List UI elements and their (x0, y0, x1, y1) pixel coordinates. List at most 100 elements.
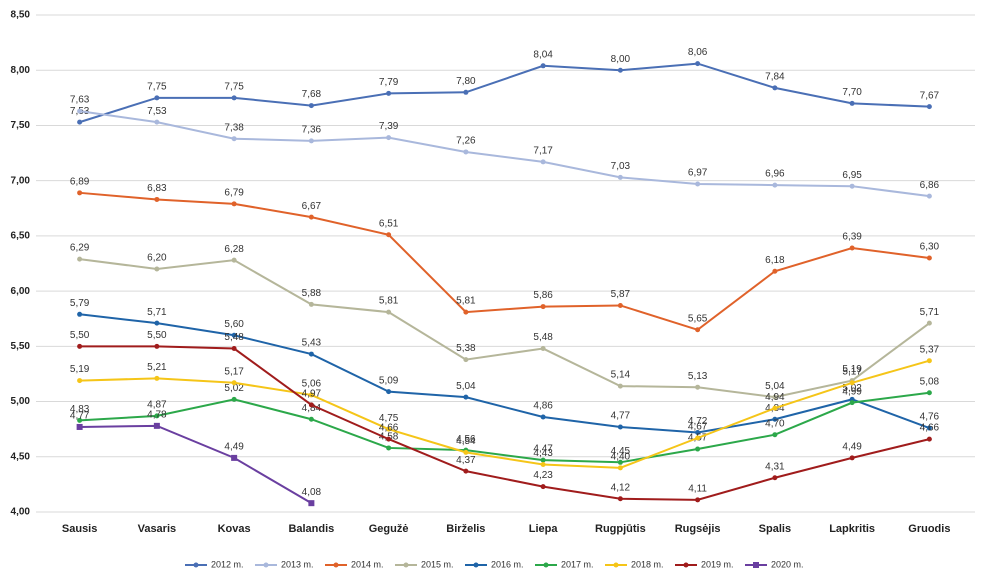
data-label: 7,63 (70, 95, 90, 106)
data-label: 5,88 (302, 288, 322, 299)
point (540, 346, 546, 352)
point (231, 95, 237, 101)
point (617, 465, 623, 471)
data-label: 5,81 (456, 296, 476, 307)
data-label: 4,76 (920, 412, 940, 423)
point (308, 392, 314, 398)
legend-marker (683, 562, 689, 568)
point (386, 445, 392, 451)
data-label: 4,77 (70, 411, 90, 422)
series-line (79, 424, 312, 505)
data-label: 7,53 (147, 106, 167, 117)
data-label: 5,17 (224, 366, 244, 377)
data-label: 5,87 (611, 289, 631, 300)
point (153, 422, 160, 429)
point (849, 100, 855, 106)
data-label: 5,50 (147, 330, 167, 341)
point (463, 149, 469, 155)
data-label: 6,29 (70, 243, 90, 254)
data-label: 4,40 (611, 451, 631, 462)
legend-label: 2013 m. (281, 559, 314, 569)
x-tick-label: Balandis (288, 523, 334, 535)
data-label: 7,03 (611, 161, 631, 172)
point (463, 449, 469, 455)
point (772, 394, 778, 400)
point (154, 95, 160, 101)
point (77, 108, 83, 114)
data-label: 5,04 (456, 381, 476, 392)
y-tick-label: 4,50 (11, 451, 31, 462)
point (308, 301, 314, 307)
data-label: 4,70 (765, 418, 785, 429)
y-tick-label: 8,50 (11, 10, 31, 21)
point (154, 413, 160, 419)
point (77, 343, 83, 349)
y-tick-label: 6,00 (11, 286, 31, 297)
point (540, 484, 546, 490)
point (463, 357, 469, 363)
point (772, 85, 778, 91)
point (154, 375, 160, 381)
data-label: 6,18 (765, 255, 785, 266)
x-tick-label: Gruodis (908, 523, 950, 535)
data-label: 4,94 (765, 392, 785, 403)
legend-marker (333, 562, 339, 568)
data-label: 4,56 (456, 434, 476, 445)
data-label: 5,48 (533, 332, 553, 343)
legend-marker (193, 562, 199, 568)
data-label: 6,97 (688, 168, 708, 179)
point (77, 417, 83, 423)
legend-marker (403, 562, 409, 568)
point (540, 159, 546, 165)
point (386, 232, 392, 238)
point (154, 196, 160, 202)
x-tick-label: Vasaris (138, 523, 177, 535)
point (540, 462, 546, 468)
x-tick-label: Spalis (759, 523, 791, 535)
point (231, 380, 237, 386)
data-label: 4,23 (533, 470, 553, 481)
point (308, 351, 314, 357)
legend-label: 2017 m. (561, 559, 594, 569)
data-label: 5,02 (842, 383, 862, 394)
data-label: 4,08 (302, 487, 322, 498)
x-tick-label: Lapkritis (829, 523, 875, 535)
point (926, 104, 932, 110)
point (463, 394, 469, 400)
point (926, 193, 932, 199)
data-label: 5,38 (456, 343, 476, 354)
point (540, 457, 546, 463)
data-label: 6,20 (147, 253, 167, 264)
series-line (79, 110, 930, 198)
data-label: 7,67 (920, 90, 940, 101)
point (849, 183, 855, 189)
x-tick-label: Rugsėjis (675, 523, 721, 535)
point (695, 446, 701, 452)
series-line (79, 313, 930, 434)
data-label: 4,75 (379, 413, 399, 424)
data-label: 5,50 (70, 330, 90, 341)
data-label: 5,71 (147, 307, 167, 318)
data-label: 6,95 (842, 170, 862, 181)
point (617, 174, 623, 180)
data-label: 6,30 (920, 242, 940, 253)
data-label: 4,47 (533, 444, 553, 455)
point (231, 136, 237, 142)
x-tick-label: Liepa (529, 523, 559, 535)
legend-label: 2016 m. (491, 559, 524, 569)
data-label: 6,83 (147, 183, 167, 194)
data-label: 7,80 (456, 76, 476, 87)
data-label: 4,31 (765, 461, 785, 472)
point (463, 309, 469, 315)
data-label: 5,13 (688, 371, 708, 382)
point (772, 416, 778, 422)
point (926, 358, 932, 364)
legend-marker (473, 562, 479, 568)
point (617, 496, 623, 502)
point (849, 245, 855, 251)
y-tick-label: 5,50 (11, 341, 31, 352)
data-label: 5,21 (147, 362, 167, 373)
point (386, 389, 392, 395)
series-line (79, 191, 930, 331)
